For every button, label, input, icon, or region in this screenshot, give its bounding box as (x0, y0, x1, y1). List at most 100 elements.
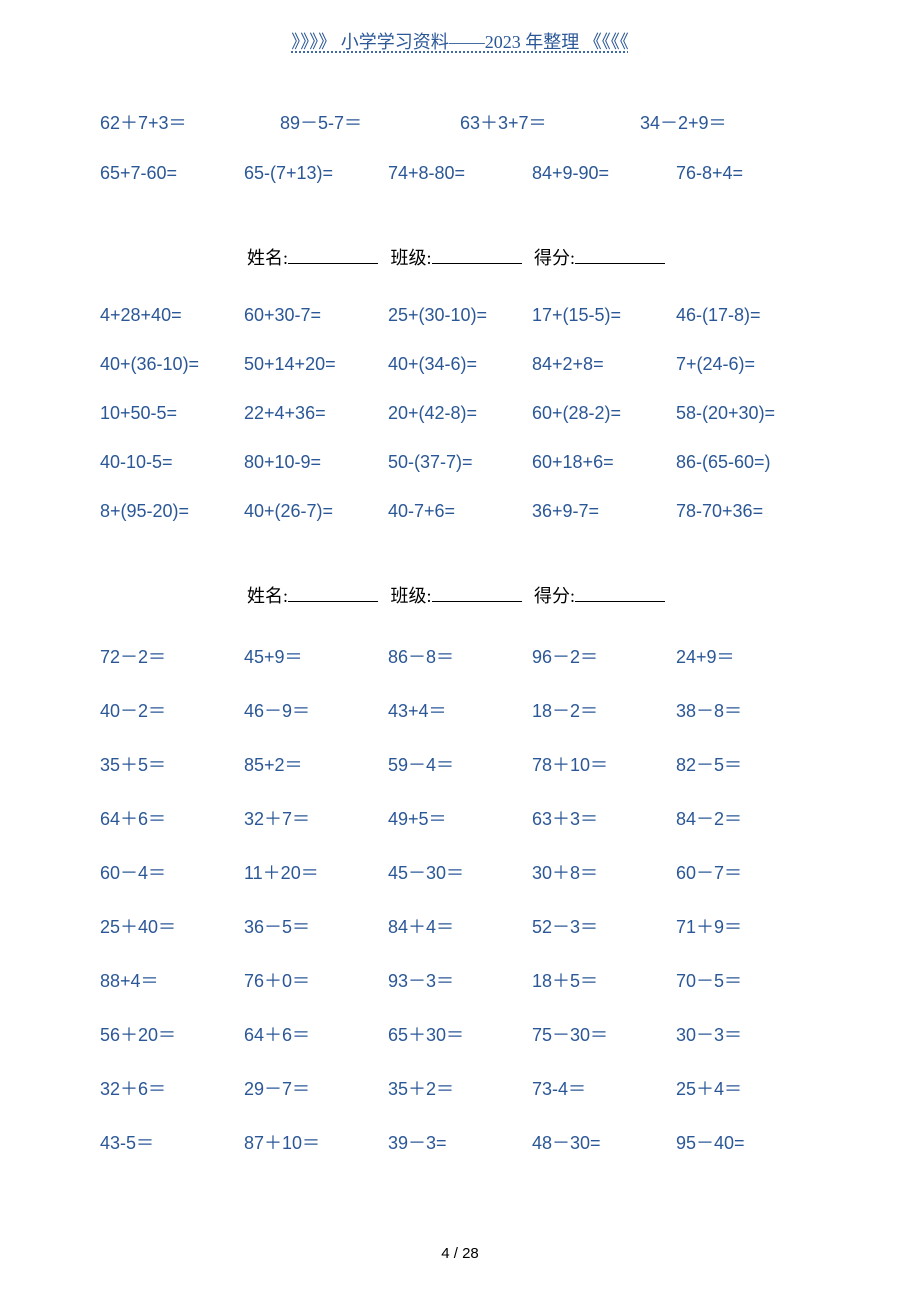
math-cell: 64＋6＝ (100, 805, 244, 831)
math-row: 62＋7+3＝ 89－5-7＝ 63＋3+7＝ 34－2+9＝ (100, 109, 820, 135)
name-label: 姓名: (247, 586, 288, 606)
math-row: 4+28+40= 60+30-7= 25+(30-10)= 17+(15-5)=… (100, 305, 820, 326)
math-cell: 50-(37-7)= (388, 452, 532, 473)
math-cell: 48－30= (532, 1129, 676, 1155)
math-cell: 34－2+9＝ (640, 109, 820, 135)
math-cell: 59－4＝ (388, 751, 532, 777)
math-cell: 25+(30-10)= (388, 305, 532, 326)
math-cell: 46－9＝ (244, 697, 388, 723)
math-cell: 43+4＝ (388, 697, 532, 723)
math-cell: 78-70+36= (676, 501, 820, 522)
math-cell: 45－30＝ (388, 859, 532, 885)
score-label: 得分: (534, 586, 575, 606)
math-cell: 89－5-7＝ (280, 109, 460, 135)
math-cell: 7+(24-6)= (676, 354, 820, 375)
math-cell: 39－3= (388, 1129, 532, 1155)
math-cell: 56＋20＝ (100, 1021, 244, 1047)
math-cell: 40+(36-10)= (100, 354, 244, 375)
class-blank (432, 263, 522, 264)
math-row: 40－2＝ 46－9＝ 43+4＝ 18－2＝ 38－8＝ (100, 697, 820, 723)
math-cell: 95－40= (676, 1129, 820, 1155)
math-cell: 35＋2＝ (388, 1075, 532, 1101)
math-cell: 25＋40＝ (100, 913, 244, 939)
section-3: 72－2＝ 45+9＝ 86－8＝ 96－2＝ 24+9＝ 40－2＝ 46－9… (100, 643, 820, 1155)
math-cell: 18－2＝ (532, 697, 676, 723)
math-cell: 62＋7+3＝ (100, 109, 280, 135)
math-cell: 43-5＝ (100, 1129, 244, 1155)
math-cell: 82－5＝ (676, 751, 820, 777)
math-row: 25＋40＝ 36－5＝ 84＋4＝ 52－3＝ 71＋9＝ (100, 913, 820, 939)
math-cell: 35＋5＝ (100, 751, 244, 777)
main-content: 62＋7+3＝ 89－5-7＝ 63＋3+7＝ 34－2+9＝ 65+7-60=… (0, 109, 920, 1155)
math-cell: 10+50-5= (100, 403, 244, 424)
math-cell: 46-(17-8)= (676, 305, 820, 326)
math-cell: 36+9-7= (532, 501, 676, 522)
math-cell: 75－30＝ (532, 1021, 676, 1047)
math-cell: 70－5＝ (676, 967, 820, 993)
math-cell: 80+10-9= (244, 452, 388, 473)
math-row: 56＋20＝ 64＋6＝ 65＋30＝ 75－30＝ 30－3＝ (100, 1021, 820, 1047)
page-header: 》》》》 小学学习资料——2023 年整理 《《《《 (0, 0, 920, 54)
math-row: 40-10-5= 80+10-9= 50-(37-7)= 60+18+6= 86… (100, 452, 820, 473)
math-cell: 52－3＝ (532, 913, 676, 939)
info-line: 姓名: 班级: 得分: (100, 244, 820, 270)
math-cell: 84+2+8= (532, 354, 676, 375)
math-cell: 96－2＝ (532, 643, 676, 669)
score-label: 得分: (534, 248, 575, 268)
math-cell: 76-8+4= (676, 163, 820, 184)
math-cell: 45+9＝ (244, 643, 388, 669)
math-row: 88+4＝ 76＋0＝ 93－3＝ 18＋5＝ 70－5＝ (100, 967, 820, 993)
page-footer: 4 / 28 (0, 1245, 920, 1262)
math-cell: 85+2＝ (244, 751, 388, 777)
math-cell: 84+9-90= (532, 163, 676, 184)
name-blank (288, 263, 378, 264)
math-cell: 30－3＝ (676, 1021, 820, 1047)
math-row: 60－4＝ 11＋20＝ 45－30＝ 30＋8＝ 60－7＝ (100, 859, 820, 885)
math-cell: 76＋0＝ (244, 967, 388, 993)
math-cell: 78＋10＝ (532, 751, 676, 777)
class-label: 班级: (390, 248, 431, 268)
math-cell: 17+(15-5)= (532, 305, 676, 326)
math-row: 40+(36-10)= 50+14+20= 40+(34-6)= 84+2+8=… (100, 354, 820, 375)
math-cell: 8+(95-20)= (100, 501, 244, 522)
info-line: 姓名: 班级: 得分: (100, 582, 820, 608)
math-cell: 32＋6＝ (100, 1075, 244, 1101)
math-cell: 60+18+6= (532, 452, 676, 473)
math-cell: 72－2＝ (100, 643, 244, 669)
math-cell: 60+(28-2)= (532, 403, 676, 424)
section-2: 4+28+40= 60+30-7= 25+(30-10)= 17+(15-5)=… (100, 305, 820, 522)
score-blank (575, 263, 665, 264)
math-row: 32＋6＝ 29－7＝ 35＋2＝ 73-4＝ 25＋4＝ (100, 1075, 820, 1101)
math-cell: 86-(65-60=) (676, 452, 820, 473)
math-row: 65+7-60= 65-(7+13)= 74+8-80= 84+9-90= 76… (100, 163, 820, 184)
math-cell: 22+4+36= (244, 403, 388, 424)
math-cell: 60－4＝ (100, 859, 244, 885)
name-blank (288, 601, 378, 602)
math-cell: 88+4＝ (100, 967, 244, 993)
math-cell: 84－2＝ (676, 805, 820, 831)
math-cell: 40-7+6= (388, 501, 532, 522)
math-cell: 40-10-5= (100, 452, 244, 473)
class-label: 班级: (390, 586, 431, 606)
math-cell: 60－7＝ (676, 859, 820, 885)
math-row: 35＋5＝ 85+2＝ 59－4＝ 78＋10＝ 82－5＝ (100, 751, 820, 777)
math-cell: 18＋5＝ (532, 967, 676, 993)
math-row: 64＋6＝ 32＋7＝ 49+5＝ 63＋3＝ 84－2＝ (100, 805, 820, 831)
math-cell: 65＋30＝ (388, 1021, 532, 1047)
math-cell: 11＋20＝ (244, 859, 388, 885)
math-cell: 84＋4＝ (388, 913, 532, 939)
math-cell: 40+(26-7)= (244, 501, 388, 522)
math-cell: 4+28+40= (100, 305, 244, 326)
class-blank (432, 601, 522, 602)
math-cell: 71＋9＝ (676, 913, 820, 939)
math-cell: 32＋7＝ (244, 805, 388, 831)
math-cell: 58-(20+30)= (676, 403, 820, 424)
math-cell: 25＋4＝ (676, 1075, 820, 1101)
math-cell: 63＋3+7＝ (460, 109, 640, 135)
math-cell: 50+14+20= (244, 354, 388, 375)
math-cell: 65-(7+13)= (244, 163, 388, 184)
math-cell: 40+(34-6)= (388, 354, 532, 375)
math-cell: 86－8＝ (388, 643, 532, 669)
math-cell: 93－3＝ (388, 967, 532, 993)
math-row: 72－2＝ 45+9＝ 86－8＝ 96－2＝ 24+9＝ (100, 643, 820, 669)
